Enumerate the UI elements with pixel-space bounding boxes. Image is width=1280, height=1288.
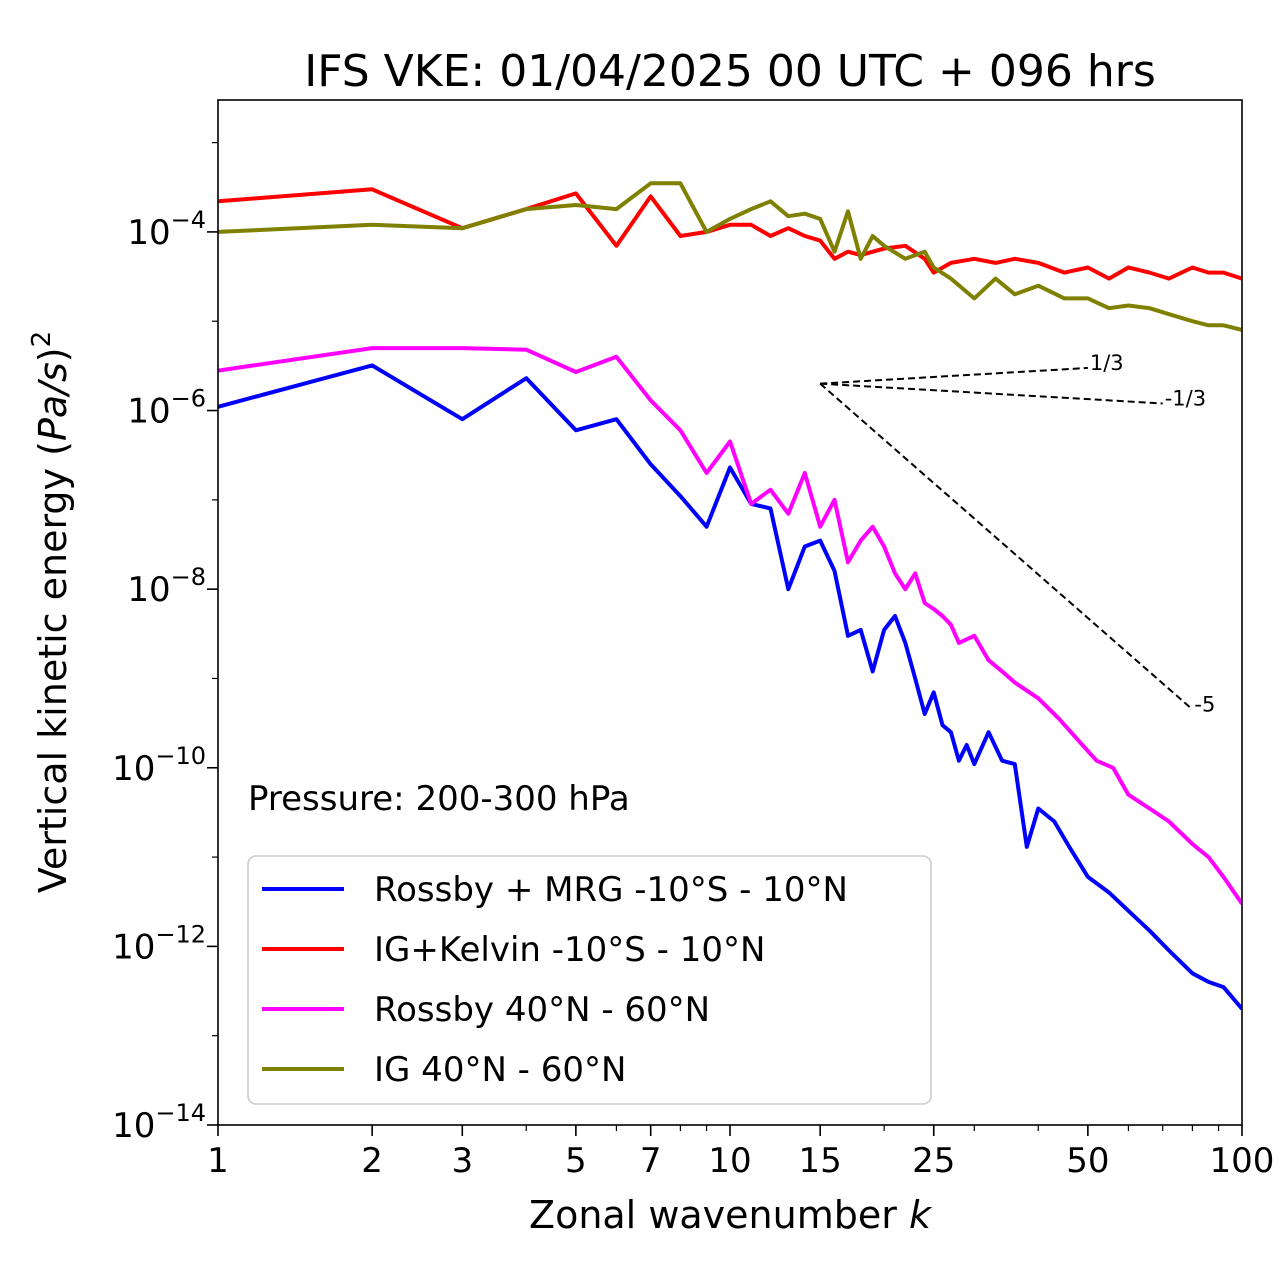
x-tick-label: 1 [207, 1141, 229, 1181]
y-axis: 10−14 10−12 10−10 10−8 10−6 10−4 [112, 142, 218, 1146]
reference-line-label: 1/3 [1090, 351, 1124, 375]
legend-frame [247, 855, 932, 1105]
legend-label: Rossby 40°N - 60°N [374, 990, 710, 1030]
y-axis-label: Vertical kinetic energy (Pa/s)2 [27, 331, 75, 893]
legend-label: IG+Kelvin -10°S - 10°N [374, 930, 765, 970]
reference-line [819, 382, 1194, 711]
series-line-4 [218, 181, 1242, 332]
x-tick-label: 3 [451, 1141, 473, 1181]
reference-line [820, 366, 1088, 385]
legend-label: Rossby + MRG -10°S - 10°N [374, 870, 848, 910]
series-line-3 [218, 346, 1242, 905]
y-tick-label: 10−4 [127, 206, 206, 253]
x-tick-label: 7 [640, 1141, 662, 1181]
reference-line-label: -5 [1194, 692, 1215, 716]
x-tick-label: 15 [799, 1141, 842, 1181]
reference-lines: 1/3 -1/3 -5 [819, 351, 1215, 716]
legend-label: IG 40°N - 60°N [374, 1050, 626, 1090]
x-tick-label: 2 [361, 1141, 383, 1181]
x-axis: 1 2 3 5 7 10 15 25 50 100 [207, 1125, 1274, 1181]
y-tick-label: 10−14 [112, 1099, 206, 1146]
x-tick-label: 25 [912, 1141, 955, 1181]
y-tick-label: 10−8 [127, 563, 206, 610]
plot-area: 1/3 -1/3 -5 [217, 99, 1243, 1126]
reference-line-label: -1/3 [1165, 386, 1206, 410]
x-tick-label: 50 [1066, 1141, 1109, 1181]
y-tick-label: 10−6 [127, 385, 206, 432]
x-axis-label: Zonal wavenumber k [529, 1193, 933, 1237]
pressure-annotation: Pressure: 200-300 hPa [248, 779, 630, 819]
y-tick-label: 10−10 [112, 742, 206, 789]
reference-line [820, 382, 1163, 405]
series-layer [218, 181, 1242, 1011]
y-tick-label: 10−12 [112, 920, 206, 967]
x-tick-label: 100 [1210, 1141, 1275, 1181]
series-line-2 [218, 187, 1242, 281]
x-tick-label: 10 [708, 1141, 751, 1181]
legend: Rossby + MRG -10°S - 10°N IG+Kelvin -10°S… [247, 855, 932, 1105]
chart-title: IFS VKE: 01/04/2025 00 UTC + 096 hrs [304, 46, 1156, 97]
legend-items: Rossby + MRG -10°S - 10°N IG+Kelvin -10°S… [262, 870, 848, 1090]
x-tick-label: 5 [565, 1141, 587, 1181]
series-line-1 [218, 363, 1242, 1011]
